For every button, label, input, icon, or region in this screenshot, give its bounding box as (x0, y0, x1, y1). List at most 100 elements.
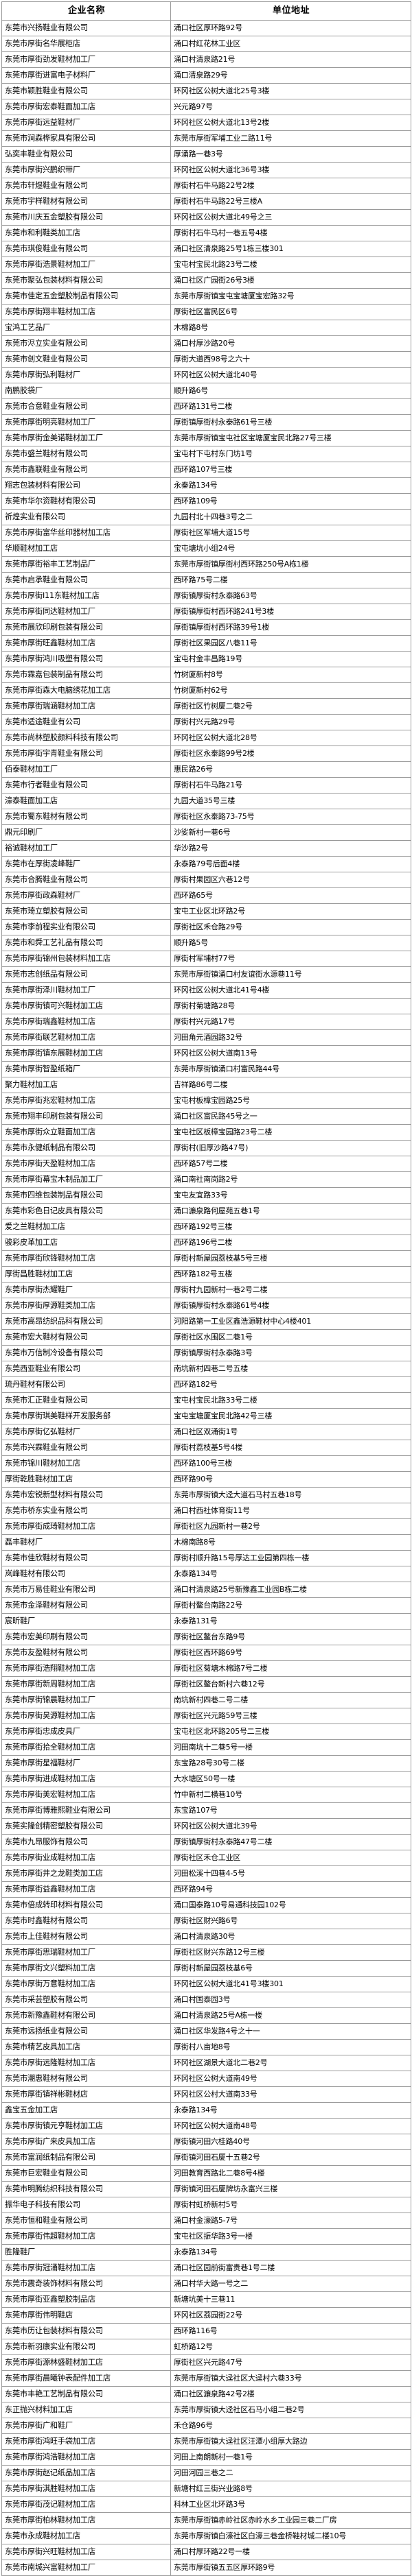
table-row: 东莞市厚街远益鞋材厂 环冈社区公树大道北13号2楼 (1, 115, 411, 131)
cell-enterprise-name: 东莞市蜀东鞋材有限公司 (1, 809, 171, 825)
table-row: 东莞市琪俊鞋业有限公司 涌口社区清泉路25号1栋三楼301 (1, 241, 411, 257)
cell-unit-address: 宝屯社区北环路205号二三楼 (170, 1724, 411, 1740)
cell-enterprise-name: 东莞市厚街弘利鞋材厂 (1, 367, 171, 383)
cell-enterprise-name: 东莞市上佳鞋材有限公司 (1, 1929, 171, 1945)
cell-unit-address: 厚街村石牛马路22号三楼A (170, 193, 411, 210)
table-row: 东莞市创文鞋业有限公司 厚街大道西98号之六十 (1, 351, 411, 368)
table-row: 东莞市盛兰鞋材有限公司 宝屯村下屯村东门坊1号 (1, 446, 411, 462)
cell-unit-address: 厚街社区禾仓路29号 (170, 919, 411, 935)
cell-enterprise-name: 东莞市高昂纺织品科有限公司 (1, 1313, 171, 1330)
cell-unit-address: 东莞市厚街军埔工业二路11号 (170, 130, 411, 147)
column-header-unit-address: 单位地址 (170, 1, 411, 21)
table-row: 东莞实隆创精密塑胶有限公司 环冈社区公树大道北39号 (1, 1818, 411, 1835)
cell-enterprise-name: 东莞市厚街星福鞋材厂 (1, 1755, 171, 1772)
cell-enterprise-name: 东莞市聚弘包装材料有限公司 (1, 272, 171, 289)
cell-unit-address: 竹中新村二横巷10号 (170, 1787, 411, 1803)
cell-enterprise-name: 东莞市厚街浩景鞋材加工厂 (1, 257, 171, 273)
cell-enterprise-name: 东莞市厚街众立鞋面加工店 (1, 1124, 171, 1141)
cell-enterprise-name: 东莞市厚街伟超鞋材加工店 (1, 2228, 171, 2245)
cell-unit-address: 西环路116号 (170, 2323, 411, 2339)
cell-unit-address: 涌口社区华发路4号之十一 (170, 2023, 411, 2040)
cell-unit-address: 环冈社区公树大道北28号 (170, 730, 411, 746)
cell-enterprise-name: 东莞市厚街益鑫鞋材加工店 (1, 1881, 171, 1898)
table-row: 东莞市佳定五金塑胶制品有限公司 东莞市厚街镇宝屯宝塘厦宝宏路32号 (1, 288, 411, 305)
cell-enterprise-name: 骏彩皮革加工店 (1, 1235, 171, 1251)
cell-unit-address: 南坑新村四巷二号五楼 (170, 1361, 411, 1377)
table-row: 东莞市厚街欣锋鞋材加工店 厚街村新屋园荔枝基5号三楼 (1, 1250, 411, 1267)
cell-unit-address: 厚街村顺升路15号厚达工业园第四栋一楼 (170, 1550, 411, 1566)
cell-unit-address: 顺升路5号 (170, 935, 411, 951)
table-row: 华顺鞋材加工店 宝屯塘坑小组24号 (1, 540, 411, 557)
cell-enterprise-name: 东莞市厚街镇元亨鞋材加工店 (1, 2118, 171, 2134)
cell-unit-address: 西环路182号五楼 (170, 1266, 411, 1283)
cell-enterprise-name: 弘奕丰鞋业有限公司 (1, 146, 171, 163)
cell-unit-address: 厚街村兴元路29号 (170, 714, 411, 730)
table-row: 东莞市厚街美宏鞋材加工店 竹中新村二横巷10号 (1, 1787, 411, 1803)
table-row: 东莞市厚街智盈纸箱厂 东莞市厚街镇涌口村富民路44号 (1, 1061, 411, 1077)
cell-unit-address: 厚街社区永泰路99号2楼 (170, 746, 411, 762)
table-row: 东莞市厚街厚源鞋类加工店 厚街镇厚街村永泰路61号4楼 (1, 1298, 411, 1314)
table-row: 东莞市时鑫鞋材有限公司 厚街社区财兴路6号 (1, 1913, 411, 1929)
cell-enterprise-name: 鑫宝五金加工店 (1, 2102, 171, 2119)
cell-unit-address: 西环路192号三楼 (170, 1219, 411, 1235)
table-row: 东莞市厚街政森鞋材厂 西环路65号 (1, 887, 411, 904)
cell-enterprise-name: 东莞市富润纸制品有限公司 (1, 2149, 171, 2166)
table-row: 东莞市厚街兴鹏织带厂 环冈社区公树大道北36号3楼 (1, 162, 411, 178)
table-row: 东莞市永健纸制品有限公司 厚街村(旧厚沙路47号) (1, 1140, 411, 1156)
table-row: 鑫宝五金加工店 永泰路134号 (1, 2102, 411, 2119)
cell-enterprise-name: 东莞市厚街明亮鞋材加工厂 (1, 414, 171, 431)
table-row: 东莞市翔丰印刷包装有限公司 涌口社区富民路45号之一 (1, 1108, 411, 1125)
cell-unit-address: 东莞市厚街镇大迳社区石马小组二巷2号 (170, 2402, 411, 2418)
cell-unit-address: 厚街村石牛马路21号 (170, 777, 411, 794)
table-row: 东莞市厚街富华丝印器材加工店 厚街社区军埔大道15号 (1, 525, 411, 541)
cell-enterprise-name: 东莞市厚街欣锋鞋材加工店 (1, 1250, 171, 1267)
cell-enterprise-name: 东莞市厚街联艺鞋材加工店 (1, 1029, 171, 1046)
cell-enterprise-name: 东莞市厚街锦州包装材料加工店 (1, 951, 171, 967)
cell-unit-address: 厚街社区水围区二巷1号 (170, 1329, 411, 1346)
cell-enterprise-name: 翔志包装材料有限公司 (1, 477, 171, 494)
table-row: 东莞市厚街宏泰鞋面加工店 兴元路97号 (1, 99, 411, 115)
cell-unit-address: 永泰路131号 (170, 1613, 411, 1630)
table-row: 东莞市宏锐新型材料有限公司 东莞市厚街镇大迳大道石马村五巷18号 (1, 1487, 411, 1503)
cell-unit-address: 厚街社区菊塘木棉路7号二楼 (170, 1660, 411, 1677)
cell-enterprise-name: 岚峰鞋材有限公司 (1, 1566, 171, 1582)
cell-unit-address: 厚街村八亩地8号 (170, 2039, 411, 2055)
cell-unit-address: 宝屯村宝民北路23号二楼 (170, 257, 411, 273)
cell-enterprise-name: 华顺鞋材加工店 (1, 540, 171, 557)
table-row: 东莞市厚街淇胜鞋材加工店 新塘村红三街兴业路8号 (1, 2481, 411, 2497)
cell-unit-address: 厚街镇厚街村永泰路61号三楼 (170, 414, 411, 431)
cell-unit-address: 永泰路134号 (170, 1566, 411, 1582)
cell-enterprise-name: 东莞市在厚街凌峰鞋厂 (1, 856, 171, 872)
table-row: 东莞市志创纸品有限公司 东莞市厚街镇涌口村友谊街水源巷11号 (1, 966, 411, 983)
cell-unit-address: 环冈社区公树大道北41号3楼301 (170, 1976, 411, 1992)
cell-enterprise-name: 东莞市厚街镇东展鞋材加工店 (1, 1045, 171, 1062)
table-row: 东莞市兴扬鞋业有限公司 涌口社区厚环路92号 (1, 20, 411, 36)
cell-unit-address: 涌口南社南岗路2号 (170, 1171, 411, 1188)
table-row: 聚力鞋材加工店 吉祥路86号二楼 (1, 1077, 411, 1093)
cell-enterprise-name: 东莞市厚街博雅熙鞋业有限公司 (1, 1802, 171, 1819)
cell-enterprise-name: 东莞市霖嘉包装制品有限公司 (1, 667, 171, 683)
table-row: 东莞市九昂服饰有限公司 厚街镇厚街村永泰路47号二楼 (1, 1834, 411, 1850)
cell-enterprise-name: 东莞市厚街宇青鞋业有限公司 (1, 746, 171, 762)
cell-enterprise-name: 东莞市金泽鞋材有限公司 (1, 1597, 171, 1614)
cell-enterprise-name: 琉丹鞋材有限公司 (1, 1376, 171, 1393)
cell-unit-address: 环冈社区公树大道北36号3楼 (170, 162, 411, 178)
table-row: 东莞市厚街文兴塑料加工店 厚街村新屋园荔枝基6号 (1, 1960, 411, 1977)
cell-enterprise-name: 胜隆鞋厂 (1, 2244, 171, 2261)
table-row: 翔志包装材料有限公司 永秦路134号 (1, 477, 411, 494)
table-row: 东莞市厚街茂记鞋材加工店 科林工业区北环路3号 (1, 2496, 411, 2513)
cell-enterprise-name: 东莞市锦川鞋材加工店 (1, 1455, 171, 1472)
table-row: 东莞市川庆五金塑胶有限公司 环冈社区公树大道北49号之三 (1, 209, 411, 226)
cell-enterprise-name: 聚力鞋材加工店 (1, 1077, 171, 1093)
table-row: 东莞市南城兴富鞋材加工厂 东莞市厚街镇五五区厚环路9号 (1, 2560, 411, 2576)
cell-unit-address: 厚街镇厚街村永泰路47号二楼 (170, 1834, 411, 1850)
cell-unit-address: 南坑新村四巷二号二楼 (170, 1692, 411, 1708)
table-row: 南鹏胶袋厂 顺升路6号 (1, 383, 411, 399)
table-row: 东莞市明腾纺织科技有限公司 厚街镇河田石厦牌坊永富兴三楼 (1, 2181, 411, 2197)
cell-unit-address: 宝屯友宜路33号 (170, 1187, 411, 1204)
table-row: 佰泰鞋材加工厂 惠民路26号 (1, 761, 411, 778)
cell-unit-address: 东莞市厚街镇宝屯社区宝塘厦宝民北路27号三楼 (170, 430, 411, 446)
cell-unit-address: 厚街镇厚街村西环路39号1楼 (170, 619, 411, 636)
table-row: 东莞市厚街琪美鞋样开发服务部 宝屯宝塘厦宝民北路42号三楼 (1, 1408, 411, 1424)
table-row: 东莞市厚街劲发鞋材加工厂 涌口村清泉路21号 (1, 51, 411, 68)
